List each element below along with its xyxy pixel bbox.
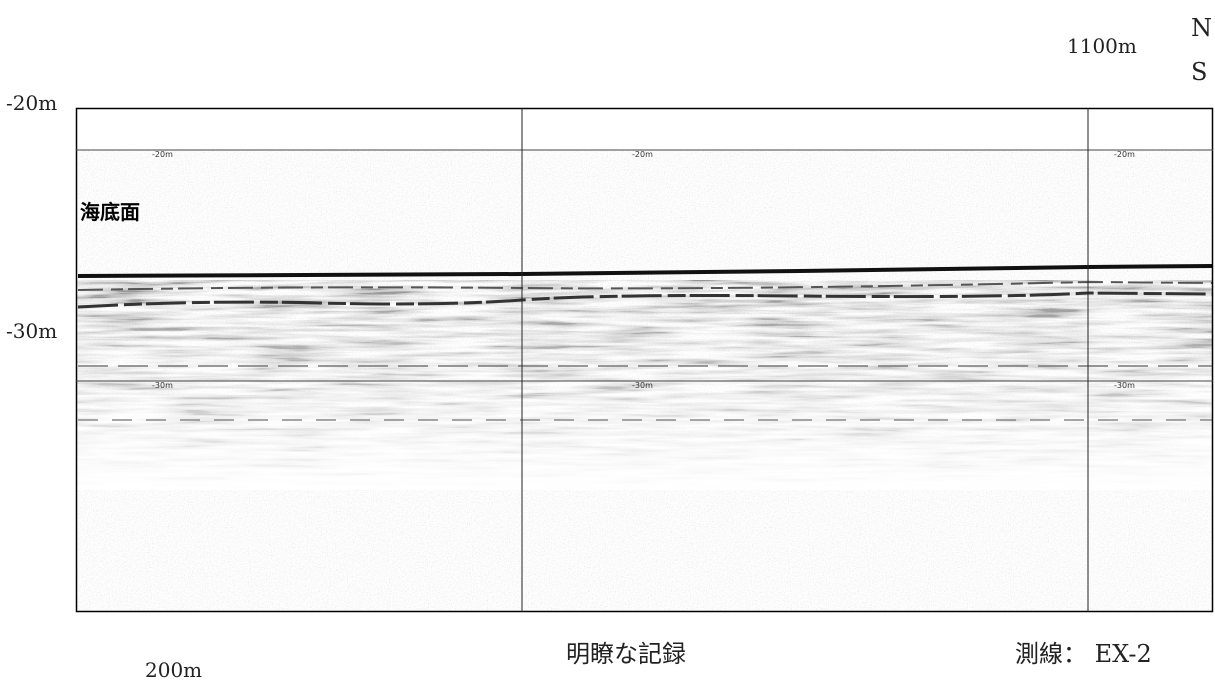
panel-depth-label: -30m — [152, 381, 173, 390]
depth-label: -20m — [6, 91, 57, 115]
seismic-profile: -20m -30m -20m -30m -20m -30m 海底面 — [76, 108, 1213, 612]
depth-label: -30m — [6, 319, 57, 343]
panel-depth-label: -20m — [632, 150, 653, 159]
panel-depth-label: -20m — [152, 150, 173, 159]
figure: -20m -30m -20m -30m -20m -30m 海底面 -20m -… — [0, 0, 1215, 686]
seabed-label: 海底面 — [80, 200, 140, 224]
distance-label: 1100m — [1067, 34, 1137, 58]
direction-north: N — [1191, 14, 1212, 42]
distance-label: 200m — [145, 658, 202, 682]
panel-depth-label: -30m — [1114, 381, 1135, 390]
panel-depth-label: -20m — [1114, 150, 1135, 159]
caption: 明瞭な記録 — [566, 640, 686, 668]
panel-depth-label: -30m — [632, 381, 653, 390]
survey-line: 測線： EX-2 — [1015, 640, 1152, 668]
direction-south: S — [1191, 58, 1207, 86]
